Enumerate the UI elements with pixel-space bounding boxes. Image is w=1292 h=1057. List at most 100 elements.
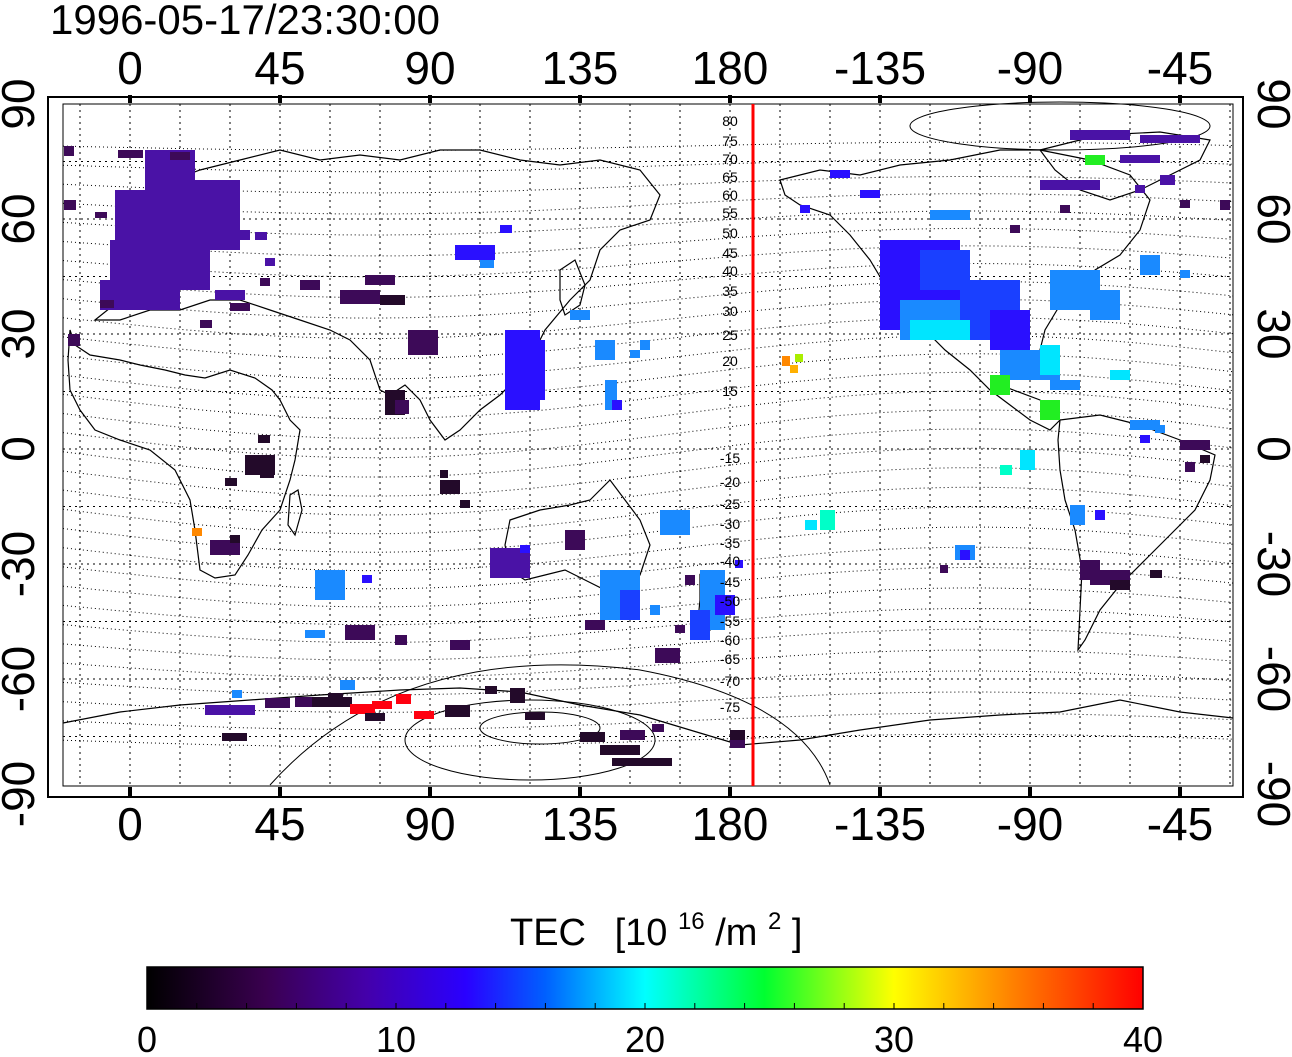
tec-cell (790, 365, 798, 373)
contour-label: 50 (722, 225, 738, 241)
tec-cell (1220, 200, 1230, 210)
colorbar-unit-end: ] (792, 912, 803, 954)
magnetic-contour (62, 353, 1234, 400)
tec-cell (580, 732, 605, 742)
right-latitude-axis: 90 60 30 0 -30 -60 -90 (1248, 78, 1292, 827)
frame-tick-mark (728, 95, 732, 103)
tec-cell (1010, 225, 1020, 233)
tec-cell (192, 528, 202, 536)
top-longitude-tick: -135 (834, 42, 926, 94)
tec-cell (990, 310, 1030, 350)
colorbar-ticks: 0 10 20 30 40 (137, 1003, 1163, 1057)
tec-cell (612, 400, 622, 410)
frame-tick-mark (578, 95, 582, 103)
coastline-antarctica (62, 687, 1234, 746)
magnetic-contour (62, 371, 1234, 420)
bottom-longitude-axis: 0 45 90 135 180 -135 -90 -45 (117, 798, 1213, 850)
tec-cell (414, 711, 434, 719)
tec-cell (340, 290, 380, 304)
right-latitude-tick: 60 (1248, 193, 1292, 244)
top-longitude-tick: -90 (997, 42, 1063, 94)
contour-label: -40 (720, 553, 740, 569)
contour-label: 70 (722, 151, 738, 167)
magnetic-contour (62, 467, 1234, 516)
tec-cell (205, 705, 255, 715)
colorbar-tick-label: 10 (376, 1019, 416, 1057)
tec-cell (565, 530, 585, 550)
left-latitude-tick: 90 (0, 78, 44, 129)
tec-cell (64, 146, 74, 156)
frame-tick-mark (428, 787, 432, 797)
tec-cell (1150, 570, 1162, 578)
top-longitude-tick: 90 (404, 42, 455, 94)
tec-cell (910, 320, 970, 340)
tec-cell (620, 590, 640, 620)
tec-cell (830, 170, 850, 178)
map-frame (47, 95, 1244, 798)
tec-cell (782, 356, 790, 366)
tec-cell (525, 712, 545, 720)
tec-cell (350, 704, 375, 714)
contour-label: 35 (722, 283, 738, 299)
contour-label: 55 (722, 205, 738, 221)
tec-cell (455, 245, 495, 260)
tec-cell (395, 400, 409, 414)
tec-cell (820, 510, 835, 530)
right-latitude-tick: -90 (1248, 761, 1292, 827)
tec-cell (650, 605, 660, 615)
right-latitude-tick: -30 (1248, 531, 1292, 597)
colorbar: TEC [10 16 /m 2 ] 0 10 20 30 40 (137, 908, 1163, 1057)
tec-cell (170, 152, 190, 160)
bottom-longitude-tick: 45 (254, 798, 305, 850)
tec-cell (1155, 425, 1165, 433)
magnetic-contour (62, 486, 1234, 535)
tec-cell (1020, 450, 1035, 470)
tec-cell (990, 375, 1010, 395)
right-latitude-tick: 30 (1248, 308, 1292, 359)
tec-cell (1050, 380, 1080, 390)
tec-cell (1070, 130, 1130, 140)
tec-cell (630, 350, 640, 358)
left-latitude-tick: -90 (0, 761, 44, 827)
tec-cell (260, 278, 270, 286)
tec-cell (215, 290, 245, 300)
tec-cell (1140, 435, 1150, 443)
tec-cell (100, 300, 114, 308)
tec-cell (295, 697, 315, 707)
tec-cell (345, 625, 375, 640)
contour-label: -30 (720, 516, 740, 532)
tec-cell (520, 545, 530, 553)
contour-label: 80 (722, 113, 738, 129)
bottom-longitude-tick: 180 (692, 798, 769, 850)
colorbar-unit-exponent2: 2 (768, 908, 781, 935)
bottom-longitude-tick: -90 (997, 798, 1063, 850)
tec-cell (445, 705, 470, 717)
colorbar-tick-label: 20 (625, 1019, 665, 1057)
colorbar-unit-middle: /m (715, 912, 757, 954)
frame-tick-mark (428, 95, 432, 103)
colorbar-gradient (146, 966, 1144, 1010)
tec-cell (305, 630, 325, 638)
left-latitude-tick: 60 (0, 193, 44, 244)
frame-tick-mark (278, 787, 282, 797)
tec-cell (1000, 465, 1012, 475)
tec-cell (1040, 180, 1100, 190)
coastline-africa (67, 329, 301, 579)
tec-cell (1130, 420, 1160, 430)
tec-cell (800, 205, 810, 213)
map-inner-border (62, 103, 1234, 787)
left-latitude-tick: 30 (0, 308, 44, 359)
tec-cell (660, 510, 690, 535)
contour-label: -15 (720, 450, 740, 466)
tec-cell (396, 694, 411, 704)
contour-label: 60 (722, 187, 738, 203)
tec-cell (1040, 345, 1060, 375)
tec-cell (395, 635, 407, 645)
frame-tick-mark (1028, 787, 1032, 797)
top-longitude-tick: 45 (254, 42, 305, 94)
coastline-japan (559, 259, 586, 316)
colorbar-tick-label: 40 (1123, 1019, 1163, 1057)
tec-cell (1140, 135, 1200, 143)
tec-cell (735, 560, 743, 568)
tec-cell (652, 724, 664, 732)
